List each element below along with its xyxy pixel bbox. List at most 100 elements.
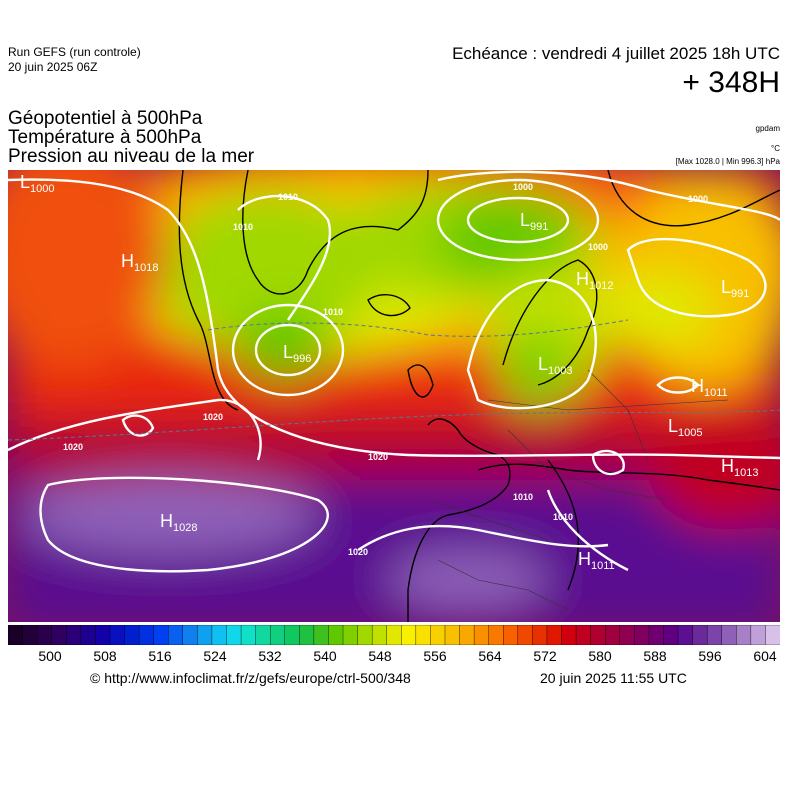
colorbar-cell	[240, 625, 257, 645]
pressure-centers: L1000 H1018 L996 L991 H1012 L991 L1003 H1011 L10…	[20, 172, 758, 572]
colorbar-cell	[313, 625, 330, 645]
colorbar-tick-label: 556	[423, 648, 447, 664]
colorbar-tick-label: 564	[478, 648, 502, 664]
low-pressure-center: L1003	[538, 354, 573, 377]
geopotential-contours	[8, 319, 780, 441]
isobar-label: 1020	[63, 442, 83, 452]
forecast-valid-time: Echéance : vendredi 4 juillet 2025 18h U…	[452, 44, 780, 63]
colorbar-cell	[415, 625, 432, 645]
colorbar-cell	[109, 625, 126, 645]
colorbar-cell	[211, 625, 228, 645]
isobar-label: 1000	[688, 194, 708, 204]
isobar-label: 1010	[323, 307, 343, 317]
unit-pressure-range: [Max 1028.0 | Min 996.3] hPa	[675, 157, 780, 166]
colorbar-cell	[503, 625, 519, 645]
colorbar-cell	[459, 625, 475, 645]
colorbar-tick-label: 508	[93, 648, 117, 664]
colorbar-cell	[750, 625, 767, 645]
parameter-geopotential: Géopotentiel à 500hPa	[8, 108, 203, 129]
colorbar-cell	[663, 625, 679, 645]
high-pressure-center: H1018	[121, 251, 158, 274]
colorbar-cell	[386, 625, 402, 645]
temperature-field	[8, 170, 780, 622]
colorbar-cell	[401, 625, 417, 645]
isobar-label: 1020	[348, 547, 368, 557]
low-pressure-center: L991	[520, 210, 548, 233]
colorbar-cell	[546, 625, 563, 645]
generated-time: 20 juin 2025 11:55 UTC	[540, 670, 687, 686]
colorbar-cell	[138, 625, 155, 645]
low-pressure-center: L991	[721, 277, 749, 300]
colorbar-cell	[473, 625, 490, 645]
colorbar-tick-label: 572	[533, 648, 557, 664]
colorbar-cell	[561, 625, 577, 645]
colorbar-cell	[8, 625, 24, 645]
isobar-label: 1010	[513, 492, 533, 502]
isobar-label: 1010	[278, 192, 298, 202]
colorbar-cell	[197, 625, 213, 645]
colorbar-cell	[255, 625, 271, 645]
high-pressure-center: H1011	[691, 376, 728, 399]
colorbar-cell	[692, 625, 708, 645]
colorbar-cell	[590, 625, 606, 645]
colorbar-cell	[153, 625, 169, 645]
colorbar-cell	[371, 625, 388, 645]
isobars	[8, 170, 780, 573]
colorbar-cell	[634, 625, 650, 645]
isobar-label: 1000	[588, 242, 608, 252]
forecast-horizon: + 348H	[682, 66, 780, 99]
colorbar-cell	[605, 625, 621, 645]
isobar-label: 1020	[368, 452, 388, 462]
copyright-link[interactable]: © http://www.infoclimat.fr/z/gefs/europe…	[90, 670, 411, 686]
high-pressure-center: H1011	[578, 549, 615, 572]
high-pressure-center: H1013	[721, 456, 758, 479]
colorbar-cell	[575, 625, 592, 645]
colorbar-cell	[299, 625, 315, 645]
unit-temperature: °C	[771, 144, 780, 153]
colorbar-tick-label: 524	[203, 648, 227, 664]
weather-map: 1000 1010 1010 1010 1020 1020 1020 1020 1010 1010…	[8, 170, 780, 622]
low-pressure-center: L996	[283, 342, 311, 365]
colorbar-cell	[706, 625, 723, 645]
temperature-colorbar	[8, 625, 780, 645]
isobar-label: 1010	[553, 512, 573, 522]
colorbar-tick-label: 580	[588, 648, 612, 664]
colorbar-cell	[95, 625, 111, 645]
low-pressure-center: L1005	[668, 416, 703, 439]
colorbar-tick-label: 516	[148, 648, 172, 664]
colorbar-cell	[532, 625, 548, 645]
low-pressure-center: L1000	[20, 172, 55, 195]
colorbar-tick-label: 588	[643, 648, 667, 664]
borders	[427, 369, 729, 611]
colorbar-cell	[124, 625, 140, 645]
colorbar-cell	[36, 625, 53, 645]
colorbar-cell	[66, 625, 82, 645]
high-pressure-center: H1028	[160, 511, 197, 534]
colorbar-cell	[430, 625, 446, 645]
colorbar-cell	[444, 625, 461, 645]
parameter-temperature: Température à 500hPa	[8, 127, 202, 148]
isobar-label: 1010	[233, 222, 253, 232]
colorbar-cell	[328, 625, 344, 645]
colorbar-tick-label: 596	[698, 648, 722, 664]
colorbar-cell	[342, 625, 359, 645]
colorbar-ticks: 500 508 516 524 532 540 548 556 564 572 580 588 596 6…	[8, 648, 780, 668]
colorbar-cell	[51, 625, 67, 645]
colorbar-cell	[677, 625, 694, 645]
colorbar-cell	[226, 625, 242, 645]
colorbar-cell	[357, 625, 373, 645]
colorbar-cell	[182, 625, 199, 645]
run-name: Run GEFS (run controle)	[8, 45, 141, 59]
colorbar-cell	[648, 625, 665, 645]
colorbar-cell	[488, 625, 504, 645]
high-pressure-center: H1012	[576, 269, 613, 292]
isobar-label: 1000	[513, 182, 533, 192]
unit-geopotential: gpdam	[755, 124, 780, 133]
parameter-pressure: Pression au niveau de la mer	[8, 146, 255, 167]
colorbar-tick-label: 604	[753, 648, 777, 664]
colorbar-cell	[269, 625, 286, 645]
colorbar-tick-label: 500	[38, 648, 62, 664]
colorbar-cell	[765, 625, 780, 645]
colorbar-cell	[517, 625, 534, 645]
isobar-label: 1020	[203, 412, 223, 422]
